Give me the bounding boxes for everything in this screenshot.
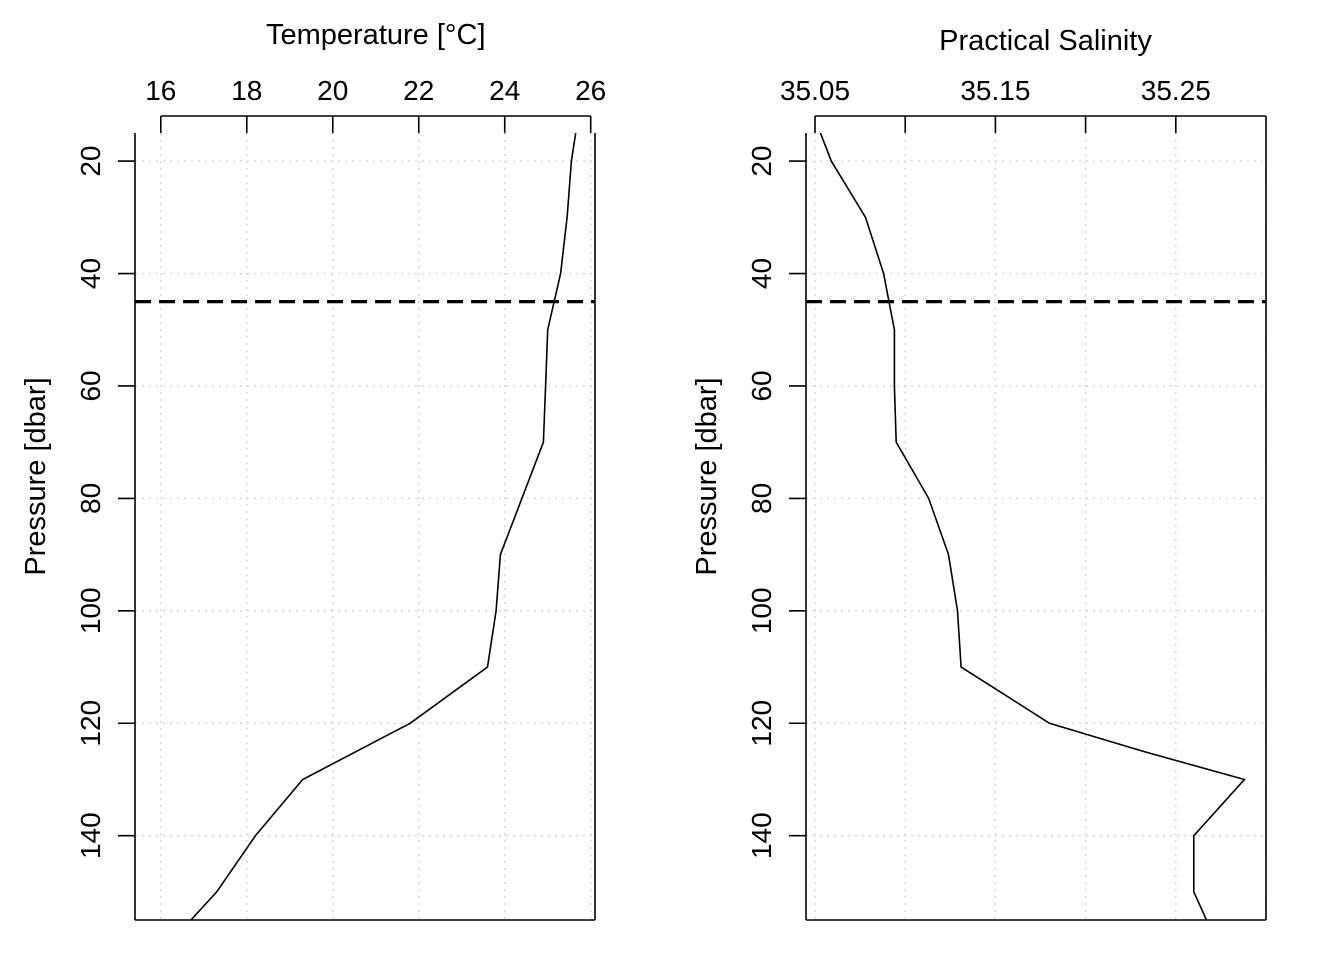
y-tick-label: 120 [75,700,106,747]
y-tick-label: 140 [746,812,777,859]
x-tick-label: 35.05 [780,75,850,106]
y-tick-label: 100 [746,587,777,634]
y-tick-label: 100 [75,587,106,634]
y-axis-title: Pressure [dbar] [691,377,723,575]
salinity-panel: 35.05 35.15 35.25 20 40 60 80 100 120 140 Practica… [691,25,1267,921]
profile-line [190,133,577,920]
y-axis-title: Pressure [dbar] [20,377,52,575]
y-tick-label: 60 [75,370,106,401]
profile-line [819,133,1246,920]
x-axis-title: Practical Salinity [939,25,1152,57]
y-tick-label: 20 [746,146,777,177]
y-tick-label: 40 [746,258,777,289]
x-tick-label: 16 [145,75,176,106]
x-tick-label: 35.25 [1141,75,1211,106]
y-tick-label: 40 [75,258,106,289]
y-tick-label: 140 [75,812,106,859]
x-tick-label: 18 [231,75,262,106]
x-tick-label: 26 [575,75,606,106]
x-axis-title: Temperature [°C] [266,19,486,51]
x-tick-label: 24 [489,75,520,106]
y-tick-label: 60 [746,370,777,401]
x-tick-label: 22 [403,75,434,106]
y-tick-label: 20 [75,146,106,177]
y-tick-label: 80 [75,483,106,514]
y-tick-label: 80 [746,483,777,514]
temperature-panel: 16 18 20 22 24 26 20 40 60 80 100 120 140 Temperature… [20,19,606,921]
x-tick-label: 20 [317,75,348,106]
x-tick-label: 35.15 [960,75,1030,106]
y-tick-label: 120 [746,700,777,747]
